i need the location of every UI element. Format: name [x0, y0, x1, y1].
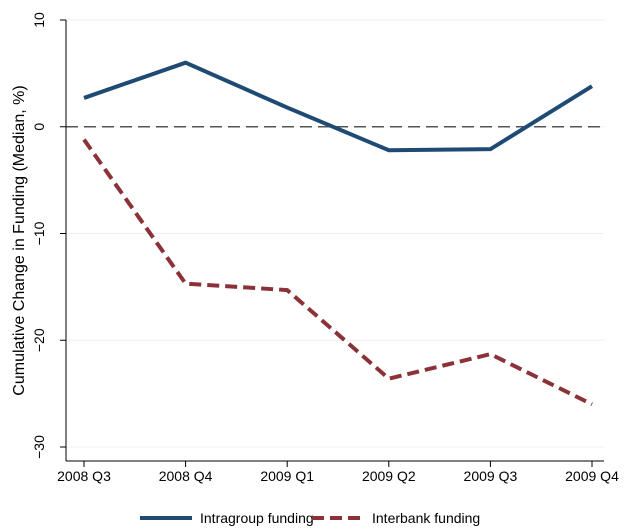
y-tick-label: −10 — [31, 221, 47, 245]
y-tick-label: 0 — [31, 123, 47, 131]
y-tick-label: −20 — [31, 328, 47, 352]
series-line-0 — [83, 60, 594, 153]
series-lines — [82, 60, 594, 407]
x-tick-label: 2009 Q4 — [565, 468, 619, 484]
x-tick-label: 2009 Q3 — [464, 468, 518, 484]
x-tick-label: 2009 Q1 — [260, 468, 314, 484]
x-tick-label: 2008 Q3 — [57, 468, 111, 484]
legend-label: Intragroup funding — [200, 510, 314, 526]
legend-label: Interbank funding — [372, 510, 480, 526]
x-tick-label: 2008 Q4 — [159, 468, 213, 484]
x-tick-label: 2009 Q2 — [362, 468, 416, 484]
y-tick-label: 10 — [31, 12, 47, 28]
y-axis-ticks: −30 −20 −10 0 10 — [31, 12, 66, 459]
legend: Intragroup funding Interbank funding — [140, 510, 480, 526]
gridlines — [66, 19, 604, 448]
y-tick-label: −30 — [31, 435, 47, 459]
series-line-1 — [82, 138, 593, 407]
y-axis-title: Cumulative Change in Funding (Median, %) — [11, 85, 28, 395]
x-axis-ticks: 2008 Q3 2008 Q4 2009 Q1 2009 Q2 2009 Q3 2009 … — [57, 461, 619, 484]
